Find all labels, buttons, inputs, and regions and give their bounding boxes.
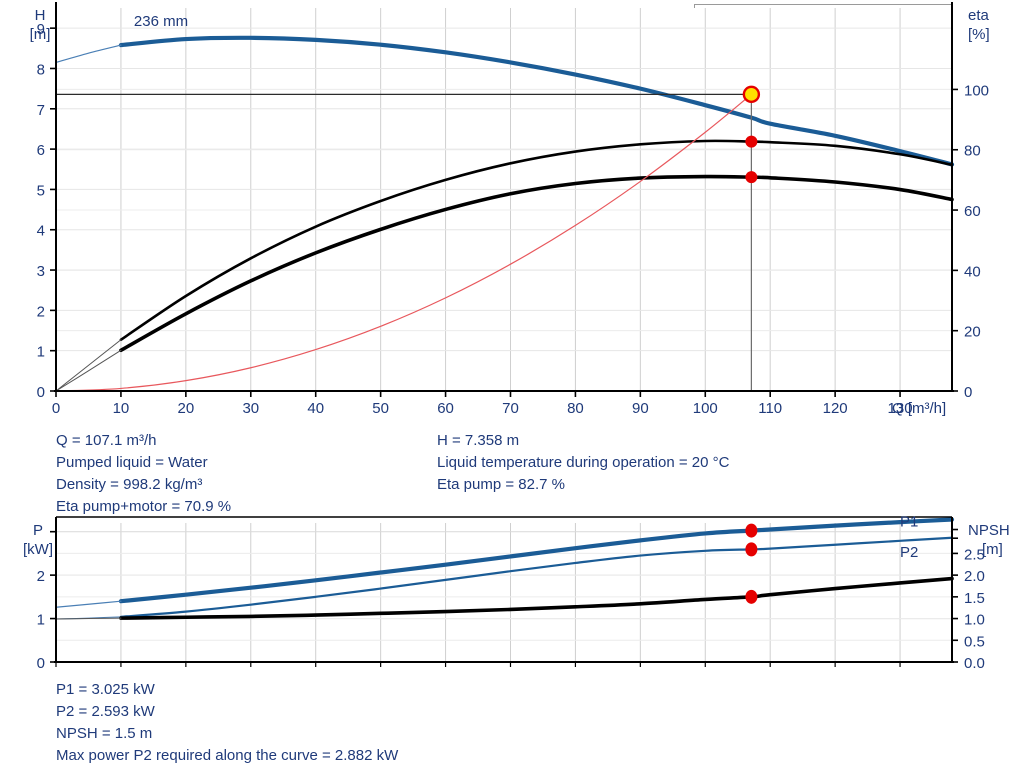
plot-area-background (56, 8, 952, 391)
axis-title-right-eta: eta (968, 7, 990, 24)
curve-h-curve-236-mm-impeller- (118, 35, 955, 167)
xtick-label: 60 (437, 400, 454, 417)
curve-label-p1: P1 (900, 513, 918, 530)
info-eta-pump: Eta pump = 82.7 % (437, 476, 565, 493)
ytick-label-left: 4 (37, 223, 45, 240)
curve-npsh (119, 576, 954, 620)
curve-p1 (118, 517, 955, 604)
xtick-label: 130 (888, 400, 913, 417)
axis-title-left-unit: [kW] (23, 541, 53, 558)
axis-title-left-unit: [m] (30, 26, 51, 43)
curve-eta-pump (119, 139, 954, 342)
xtick-label: 120 (823, 400, 848, 417)
ytick-label-right: 1.5 (964, 590, 985, 607)
ytick-label-right: 0.5 (964, 633, 985, 650)
axis-title-right-npsh: NPSH (968, 522, 1010, 539)
ytick-label-left: 0 (37, 655, 45, 672)
ytick-label-left: 7 (37, 102, 45, 119)
curve-eta-pump-thin-start (55, 339, 122, 392)
ytick-label-left: 5 (37, 182, 45, 199)
duty-point-marker-p1[interactable] (745, 523, 758, 538)
curve-label-p2: P2 (900, 544, 918, 561)
curve-system-curve (55, 93, 752, 392)
xtick-label: 20 (178, 400, 195, 417)
duty-point-marker-eta-pump-motor[interactable] (745, 171, 758, 184)
ytick-label-left: 8 (37, 61, 45, 78)
info-liquid-temp: Liquid temperature during operation = 20… (437, 454, 730, 471)
ytick-label-left: 3 (37, 263, 45, 280)
info-p2: P2 = 2.593 kW (56, 703, 155, 720)
duty-point-marker-head[interactable] (742, 85, 761, 104)
ytick-label-right: 0 (964, 384, 972, 401)
info-eta-pump-motor: Eta pump+motor = 70.9 % (56, 498, 232, 515)
ytick-label-right: 20 (964, 324, 981, 341)
xtick-label: 10 (113, 400, 130, 417)
axis-title-right-unit: [m] (982, 541, 1003, 558)
curve-npsh-thin-start (55, 617, 122, 620)
power-npsh-chart: 0 1 2 0.0 0.5 1.0 1.5 2.0 2.5 P [kW] NPSH [m] P1 P2 (23, 513, 1010, 672)
ytick-label-right: 80 (964, 143, 981, 160)
ytick-label-right: 40 (964, 263, 981, 280)
ytick-label-left: 9 (37, 21, 45, 38)
ytick-label-left: 1 (37, 612, 45, 629)
ytick-label-right: 60 (964, 203, 981, 220)
annotation-impeller-diameter: 236 mm (134, 13, 188, 30)
axis-title-left-h: H (35, 7, 46, 24)
curve-p1-thin-start (55, 600, 122, 608)
ytick-label-left: 6 (37, 142, 45, 159)
xtick-label: 30 (242, 400, 259, 417)
curve-eta-pump-motor-thin-start (55, 349, 122, 392)
info-p1: P1 = 3.025 kW (56, 681, 155, 698)
ytick-label-left: 1 (37, 344, 45, 361)
ytick-label-left: 2 (37, 303, 45, 320)
xtick-label: 100 (693, 400, 718, 417)
xtick-label: 40 (307, 400, 324, 417)
xtick-label: 50 (372, 400, 389, 417)
xtick-label: 80 (567, 400, 584, 417)
ytick-label-right: 1.0 (964, 612, 985, 629)
xtick-label: 110 (758, 400, 782, 417)
info-h: H = 7.358 m (437, 432, 520, 449)
curve-h-curve-thin-start (55, 44, 122, 64)
ytick-label-left: 2 (37, 568, 45, 585)
ytick-label-right: 2.5 (964, 546, 985, 563)
info-liquid: Pumped liquid = Water (56, 454, 208, 471)
info-npsh: NPSH = 1.5 m (56, 725, 153, 742)
info-density: Density = 998.2 kg/m³ (56, 476, 203, 493)
duty-point-marker-eta-pump[interactable] (745, 135, 758, 148)
axis-title-right-unit: [%] (968, 26, 990, 43)
duty-point-marker-p2[interactable] (745, 542, 758, 557)
info-maxpower: Max power P2 required along the curve = … (56, 747, 399, 764)
ytick-label-right: 2.0 (964, 568, 985, 585)
curve-p2 (119, 536, 954, 618)
info-q: Q = 107.1 m³/h (56, 432, 157, 449)
xtick-label: 90 (632, 400, 649, 417)
ytick-label-right: 100 (964, 82, 989, 99)
xtick-label: 70 (502, 400, 519, 417)
curve-eta-pump-motor (119, 174, 954, 353)
axis-title-left-p: P (33, 522, 43, 539)
bottom-chart-group: 0 1 2 0.0 0.5 1.0 1.5 2.0 2.5 P [kW] NPSH [m] P1 P2 (23, 513, 1010, 672)
ytick-label-right: 0.0 (964, 655, 985, 672)
ytick-label-left: 0 (37, 384, 45, 401)
axis-title-x: Q [m³/h] (892, 400, 946, 417)
xtick-label: 0 (52, 400, 60, 417)
duty-point-marker-npsh[interactable] (745, 589, 758, 604)
